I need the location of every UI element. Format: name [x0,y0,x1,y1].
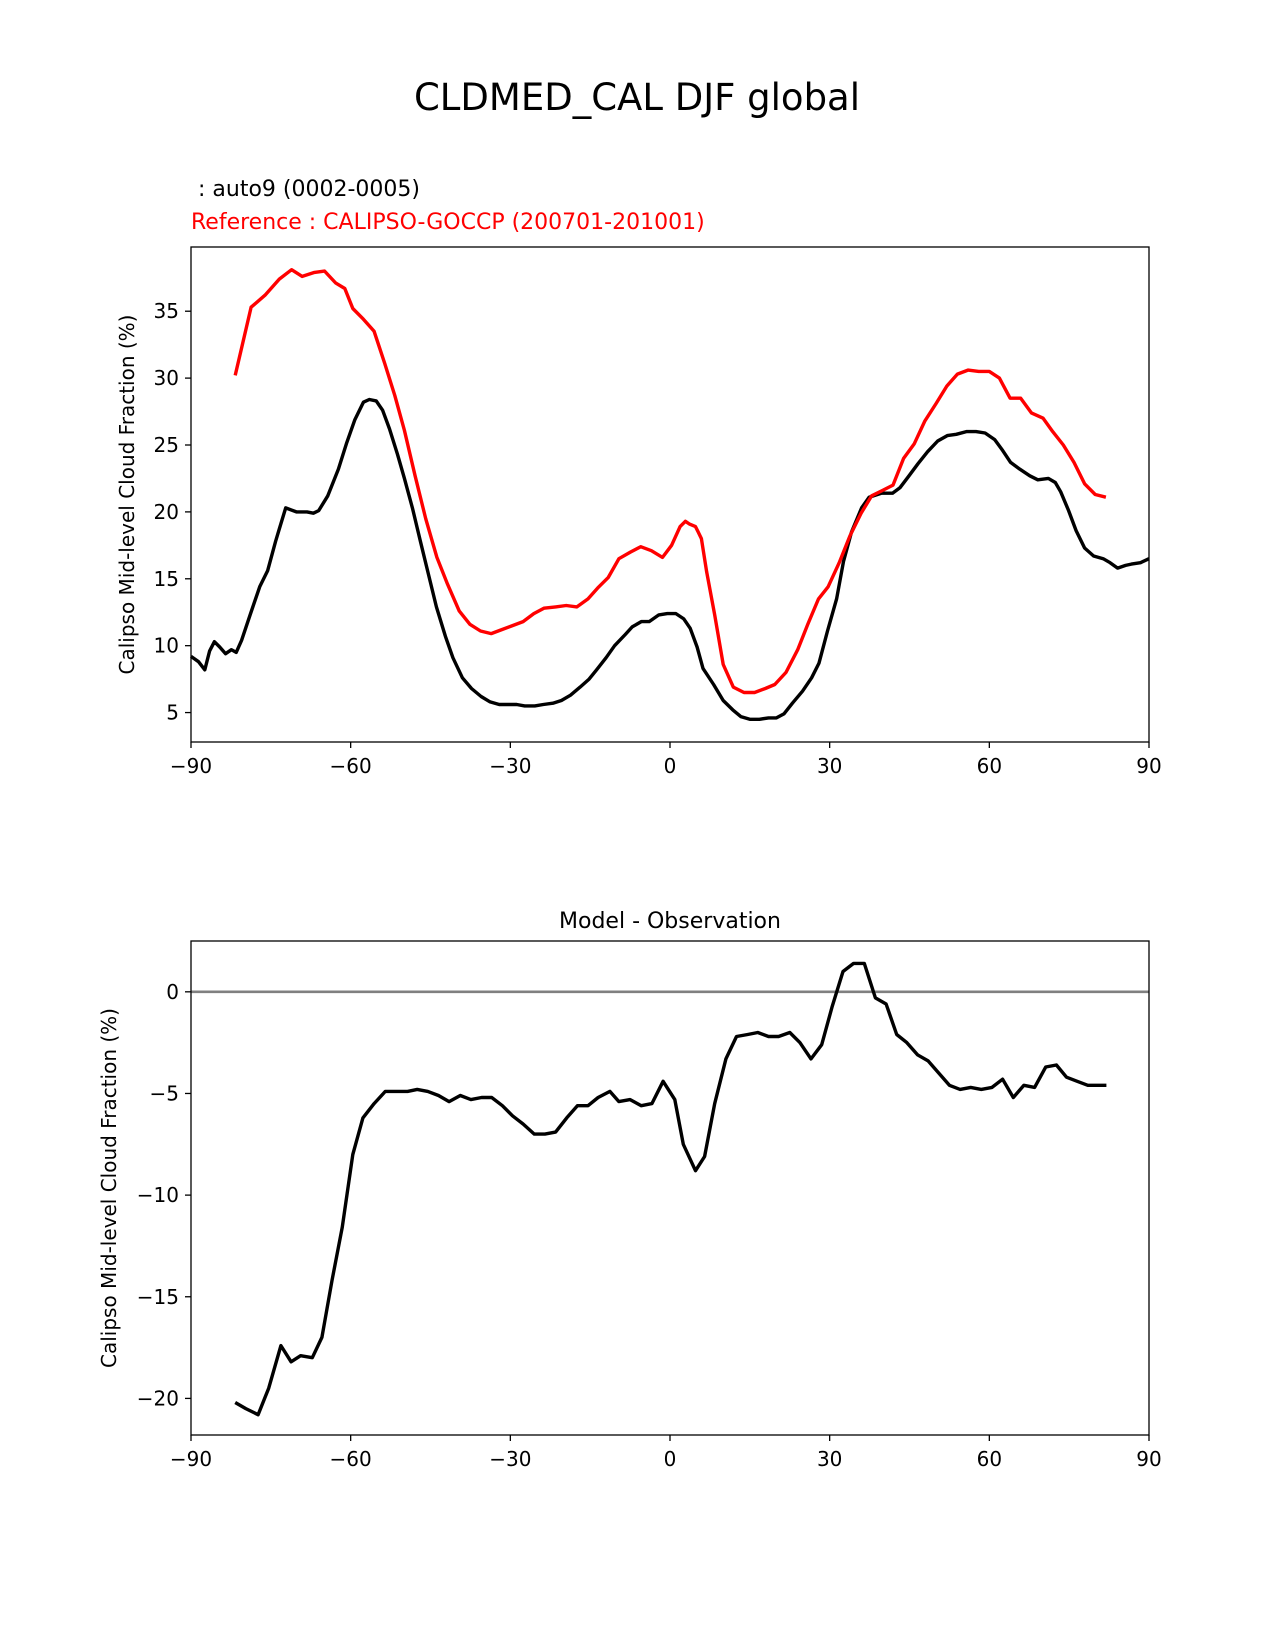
y-tick-label: 5 [166,701,179,725]
y-tick-label: −15 [137,1285,179,1309]
x-tick-label: 90 [1136,1447,1161,1471]
x-tick-label: −30 [489,1447,531,1471]
y-tick-label: 10 [154,634,179,658]
series-line-reference [233,268,1107,695]
x-tick-label: 0 [664,754,677,778]
panel-title: Model - Observation [559,909,781,934]
x-tick-label: −30 [489,754,531,778]
x-tick-label: −90 [170,1447,212,1471]
y-tick-label: 0 [166,980,179,1004]
reference-label: Reference : CALIPSO-GOCCP (200701-201001… [191,210,705,235]
y-tick-label: 25 [154,433,179,457]
series-line-model [190,397,1150,721]
y-tick-label: 30 [154,366,179,390]
series-line-model [234,961,1107,1417]
x-tick-label: 30 [817,1447,842,1471]
figure-title: CLDMED_CAL DJF global [414,76,860,119]
bottom-panel: Model - Observation −90 −60 −30 0 30 60 90 −20 −1… [97,909,1162,1471]
y-tick-label: −20 [137,1386,179,1410]
y-axis-label: Calipso Mid-level Cloud Fraction (%) [97,1008,121,1368]
y-tick-label: −10 [137,1183,179,1207]
y-tick-label: 20 [154,500,179,524]
y-tick-label: −5 [150,1081,179,1105]
x-tick-label: 60 [977,754,1002,778]
x-tick-label: 90 [1136,754,1161,778]
y-axis-label: Calipso Mid-level Cloud Fraction (%) [115,315,139,675]
x-tick-label: −60 [330,1447,372,1471]
x-tick-label: 0 [664,1447,677,1471]
model-label: : auto9 (0002-0005) [191,177,420,202]
x-tick-label: −60 [330,754,372,778]
y-tick-label: 15 [154,567,179,591]
x-tick-label: 60 [977,1447,1002,1471]
x-tick-label: 30 [817,754,842,778]
x-tick-label: −90 [170,754,212,778]
y-tick-label: 35 [154,299,179,323]
top-panel: −90 −60 −30 0 30 60 90 5 10 15 20 25 30 35 Calipso Mid… [115,246,1162,778]
